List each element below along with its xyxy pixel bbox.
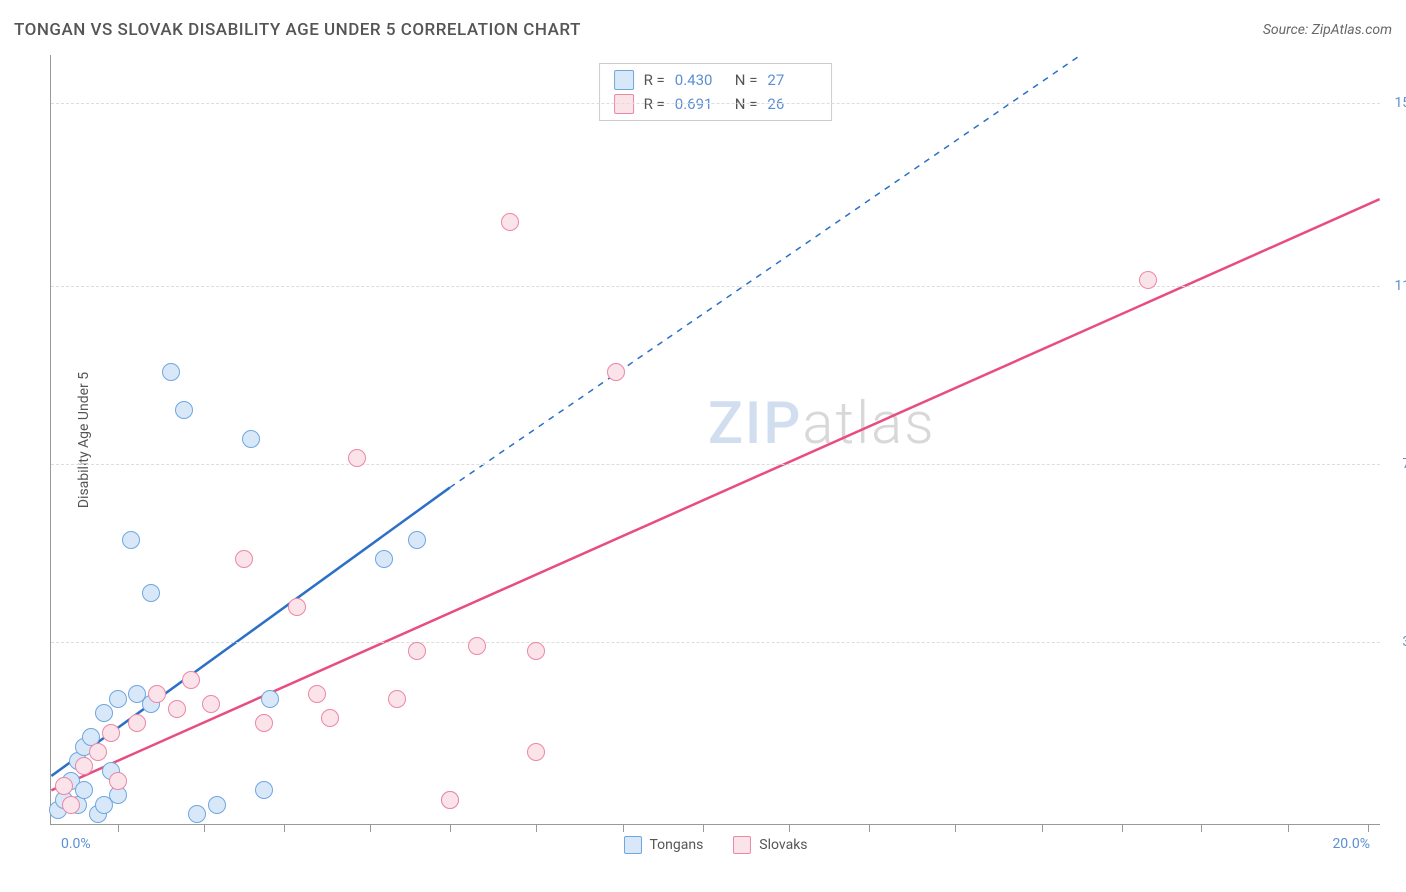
y-tick-label: 3.8% [1402,634,1406,650]
data-point [202,695,220,713]
x-tick [703,824,704,832]
data-point [122,531,140,549]
legend-label: Tongans [649,837,703,853]
data-point [348,449,366,467]
stat-r-value: 0.430 [675,71,725,89]
data-point [242,430,260,448]
data-point [408,642,426,660]
data-point [288,598,306,616]
y-tick-label: 15.0% [1394,95,1406,111]
data-point [148,685,166,703]
x-tick [1122,824,1123,832]
data-point [261,690,279,708]
data-point [441,791,459,809]
legend-label: Slovaks [759,837,807,853]
data-point [182,671,200,689]
stat-n-value: 27 [767,71,817,89]
data-point [468,637,486,655]
y-axis-title: Disability Age Under 5 [76,371,92,507]
stat-row: R = 0.430 N = 27 [600,68,832,92]
data-point [388,690,406,708]
data-point [142,584,160,602]
data-point [55,777,73,795]
data-point [607,363,625,381]
x-tick [370,824,371,832]
chart-title: TONGAN VS SLOVAK DISABILITY AGE UNDER 5 … [14,20,581,40]
y-tick-label: 7.5% [1402,456,1406,472]
data-point [75,781,93,799]
data-point [375,550,393,568]
x-axis-start-label: 0.0% [61,836,91,852]
x-tick [450,824,451,832]
x-tick [536,824,537,832]
legend-swatch [733,836,751,854]
data-point [308,685,326,703]
data-point [175,401,193,419]
legend-swatch [623,836,641,854]
x-tick [1201,824,1202,832]
watermark-zip: ZIP [708,390,802,458]
y-tick-label: 11.2% [1394,278,1406,294]
plot-area: Disability Age Under 5 ZIPatlas R = 0.430… [50,55,1380,825]
gridline [51,286,1380,287]
watermark: ZIPatlas [708,390,936,458]
x-tick [204,824,205,832]
data-point [109,690,127,708]
legend: Tongans Slovaks [623,836,807,854]
data-point [62,796,80,814]
watermark-atlas: atlas [802,390,935,458]
chart-container: TONGAN VS SLOVAK DISABILITY AGE UNDER 5 … [0,0,1406,892]
x-tick [789,824,790,832]
data-point [188,805,206,823]
data-point [527,642,545,660]
x-tick [623,824,624,832]
x-tick [955,824,956,832]
data-point [255,714,273,732]
data-point [501,213,519,231]
stat-n-label: N = [735,71,758,89]
x-tick [869,824,870,832]
stat-r-label: R = [644,71,665,89]
data-point [109,772,127,790]
x-tick [1042,824,1043,832]
legend-item: Tongans [623,836,703,854]
data-point [95,704,113,722]
header: TONGAN VS SLOVAK DISABILITY AGE UNDER 5 … [14,20,1392,40]
data-point [408,531,426,549]
data-point [102,724,120,742]
source-label: Source: ZipAtlas.com [1263,22,1392,38]
data-point [162,363,180,381]
legend-item: Slovaks [733,836,807,854]
data-point [128,714,146,732]
gridline [51,642,1380,643]
x-tick [118,824,119,832]
data-point [75,757,93,775]
gridline [51,464,1380,465]
x-tick [1288,824,1289,832]
data-point [321,709,339,727]
x-axis-end-label: 20.0% [1332,836,1370,852]
data-point [235,550,253,568]
data-point [1139,271,1157,289]
x-tick [284,824,285,832]
stats-box: R =0.430N =27R =0.691N =26 [599,63,833,121]
data-point [527,743,545,761]
gridline [51,103,1380,104]
data-point [168,700,186,718]
stat-swatch [614,70,634,90]
data-point [89,743,107,761]
data-point [208,796,226,814]
x-tick [1368,824,1369,832]
data-point [255,781,273,799]
